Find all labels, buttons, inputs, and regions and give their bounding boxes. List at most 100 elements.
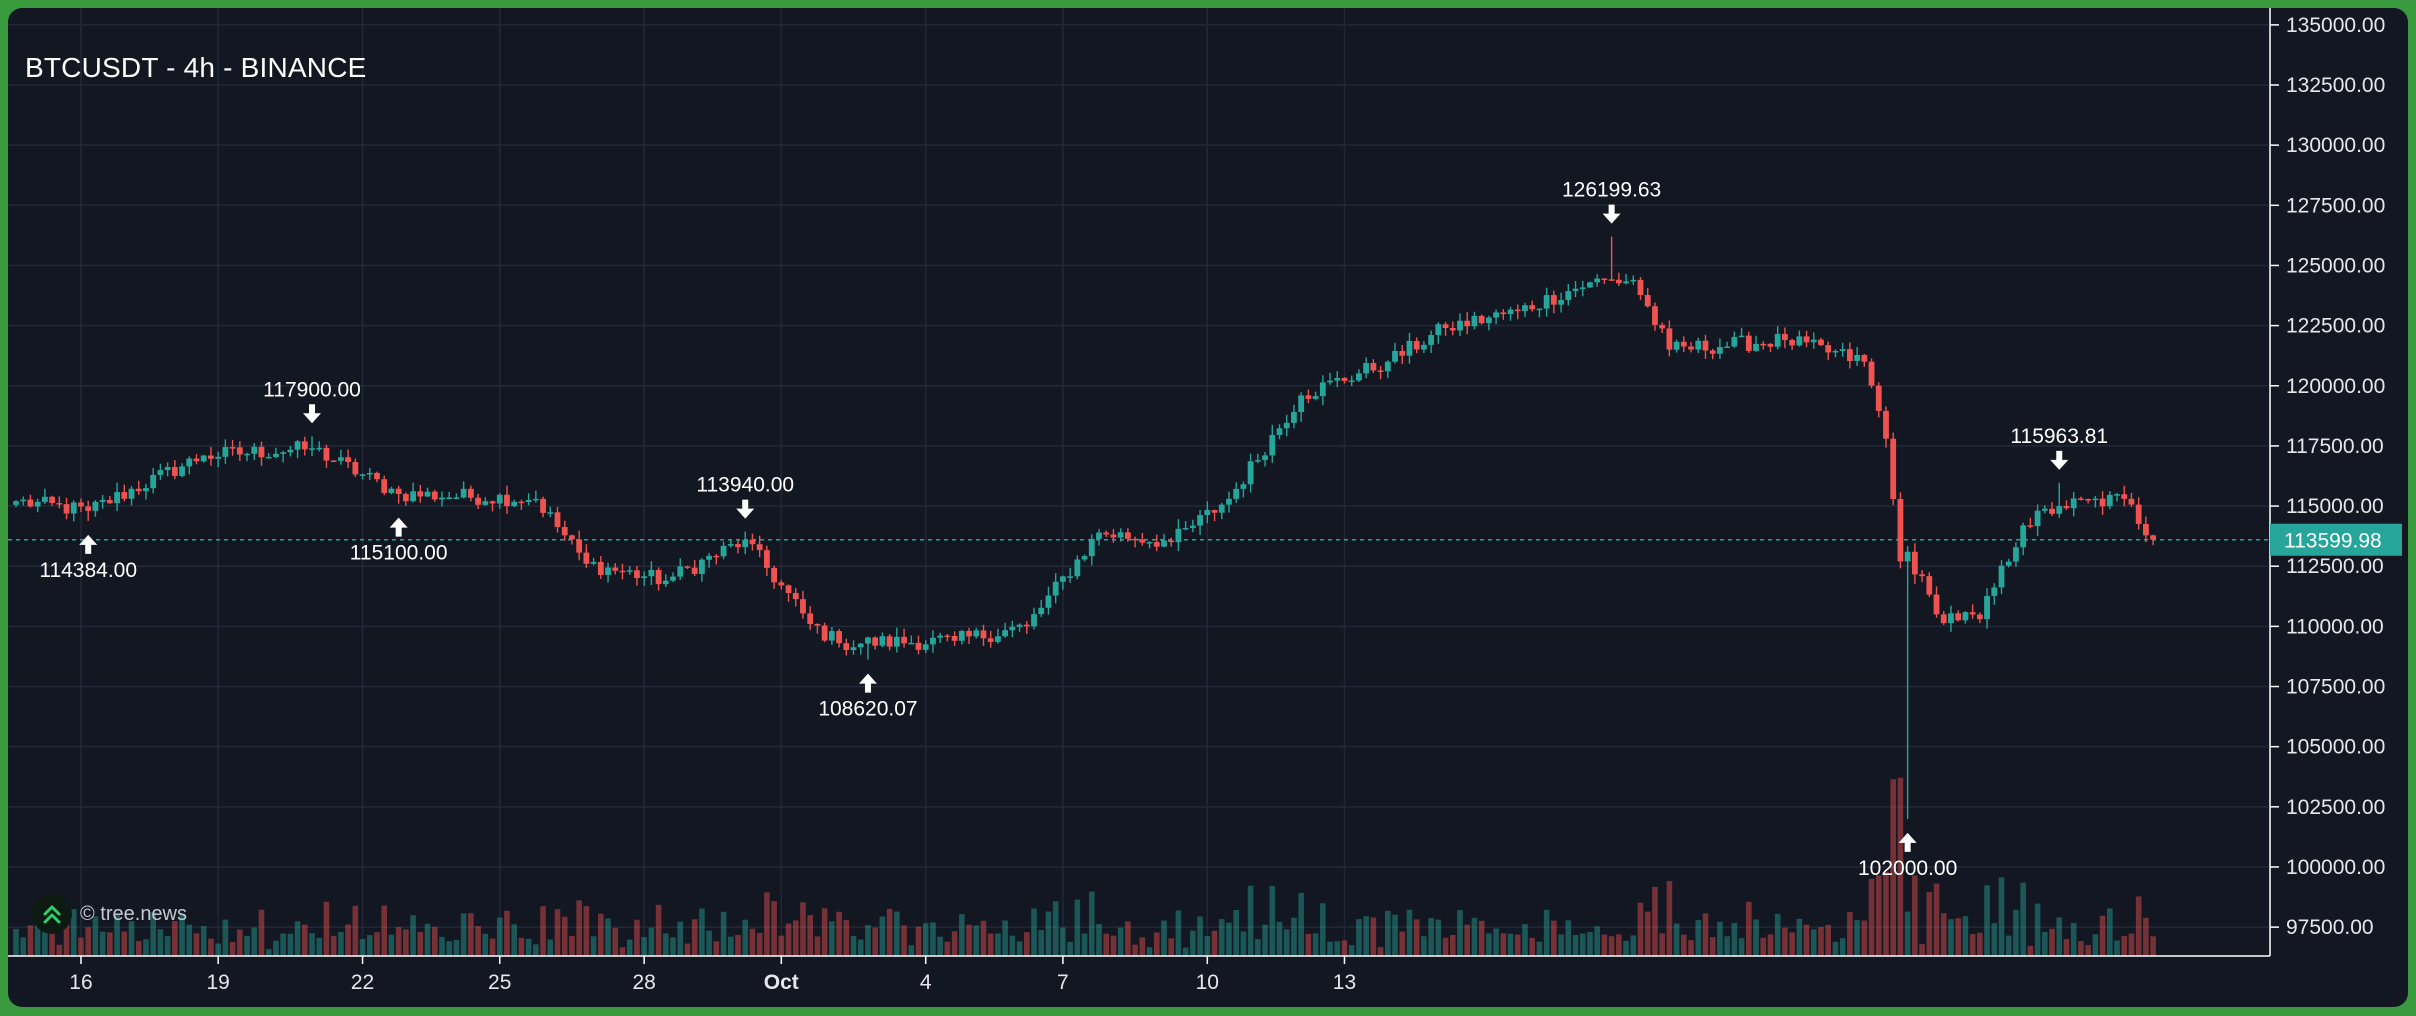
time-tick-label: 7 [1057,971,1069,994]
volume-bar [626,939,633,956]
volume-bar [1601,934,1608,956]
volume-bar [547,939,554,956]
time-tick-label: 10 [1196,971,1219,994]
volume-bar [764,892,770,956]
volume-bar [424,923,431,956]
candle-body [648,569,655,577]
candle-body [34,501,41,507]
candle-body [265,456,272,459]
volume-bar [42,931,48,956]
arrow-down-icon [1602,204,1621,224]
candle-body [1283,422,1290,429]
candles [13,236,2157,819]
price-tick-label: 105000.00 [2286,736,2385,759]
candle-body [1652,306,1658,325]
candle-body [1038,607,1045,615]
candle-body [958,630,965,641]
candle-body [1384,361,1391,372]
volume-bar [1060,927,1066,956]
volume-bar [1969,934,1976,956]
candle-body [1507,309,1514,315]
candle-body [1421,344,1427,350]
low-price-label: 108620.07 [818,698,917,721]
candle-body [13,501,19,505]
candle-body [1998,565,2005,588]
watermark-text: © tree.news [80,902,188,925]
volume-bar [1998,877,2005,956]
volume-bar [1074,899,1081,956]
volume-bar [417,932,424,956]
volume-bar [20,937,27,956]
volume-bar [554,909,561,956]
volume-bar [605,918,611,956]
candle-body [1060,576,1066,582]
candle-body [1117,532,1124,538]
candle-body [662,580,669,585]
candle-body [2135,504,2142,524]
candle-body [995,636,1001,642]
candle-body [973,630,980,637]
candle-body [1204,510,1211,516]
volume-bar [1659,933,1665,956]
candlestick-chart[interactable]: 114384.00 117900.00 115100.00 113940.00 1086… [8,8,2408,1007]
volume-bar [1363,916,1369,956]
candle-body [1875,385,1882,411]
candle-body [1565,291,1572,301]
candle-body [1464,320,1471,327]
candle-body [208,455,214,459]
volume-bar [756,932,763,956]
volume-bar [1096,923,1102,956]
candle-body [1897,499,1904,562]
candle-body [756,544,763,551]
volume-bar [807,915,813,956]
candle-body [504,494,510,507]
candle-body [843,643,850,651]
candle-body [922,644,929,650]
candle-body [1500,312,1507,315]
time-axis[interactable]: 16 19 22 25 28 Oct 4 7 10 13 [8,955,2270,994]
volume-bar [1702,913,1709,956]
arrow-down-icon [2050,450,2069,470]
volume-bar [294,921,301,956]
candle-body [1695,340,1702,350]
candle-body [1976,614,1983,620]
price-axis[interactable]: 97500.00 100000.00 102500.00 105000.00 10750… [2269,8,2385,956]
price-tick-label: 125000.00 [2286,254,2385,277]
volume-bar [2049,928,2055,956]
candle-body [1291,411,1297,423]
candle-body [1305,395,1312,399]
price-tick-label: 127500.00 [2286,194,2385,217]
volume-bar [1139,937,1146,956]
candle-body [2128,498,2135,505]
candle-body [2121,494,2128,499]
candle-body [424,491,431,497]
volume-bar [70,909,77,956]
candle-body [1940,614,1947,624]
candle-body [1774,333,1781,347]
candle-body [1594,278,1601,283]
volume-bar [381,905,388,956]
candle-body [1110,534,1117,538]
candle-body [1175,528,1182,543]
candle-body [1327,380,1333,383]
volume-bar [2034,903,2041,956]
price-annotations: 114384.00 117900.00 115100.00 113940.00 1086… [39,179,2108,880]
candle-body [2063,506,2070,509]
candle-body [1298,395,1305,412]
candle-body [1854,354,1860,362]
candle-body [2099,498,2106,507]
volume-bar [1190,930,1196,956]
volume-bar [135,941,142,956]
candle-body [1579,287,1586,289]
volume-bar [179,913,185,956]
candle-body [1673,341,1680,350]
candle-body [374,472,380,480]
volume-bar [2150,936,2156,956]
chart-title: BTCUSDT - 4h - BINANCE [25,52,367,83]
candle-body [763,550,770,568]
volume-bar [1478,920,1485,956]
volume-bar [1832,941,1839,956]
volume-bar [388,934,395,956]
arrow-up-icon [389,517,408,537]
volume-bar [229,941,236,956]
